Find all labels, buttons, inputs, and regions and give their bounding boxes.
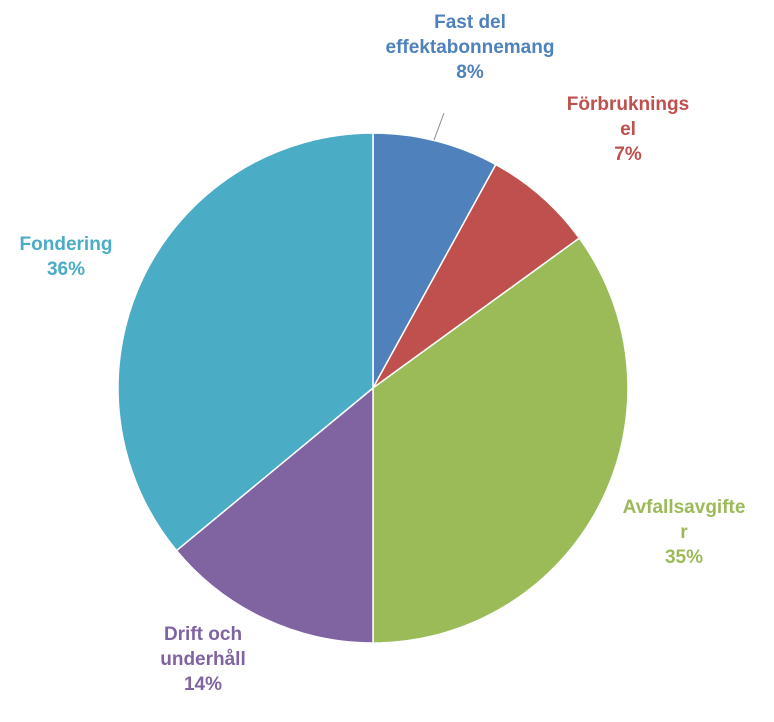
pie-slice-1: [372, 132, 497, 389]
slice-label-line: Förbruknings: [567, 94, 689, 115]
pie-slice-2: [372, 163, 581, 389]
slice-percent: 36%: [47, 259, 85, 280]
slice-label-line: underhåll: [160, 649, 246, 670]
leader-line: [433, 112, 445, 141]
pie-slice-5: [117, 132, 374, 552]
slice-label-line: Avfallsavgifte: [623, 497, 746, 518]
slice-label-1: Fast del effektabonnemang 8%: [386, 12, 555, 83]
slice-label-line: effektabonnemang: [386, 37, 555, 58]
pie-slice-4: [175, 386, 374, 644]
slice-label-line: Fondering: [20, 234, 113, 255]
slice-label-line: el: [620, 119, 636, 140]
slice-percent: 35%: [665, 547, 703, 568]
slice-label-5: Fondering 36%: [20, 234, 113, 280]
slice-label-line: Drift och: [164, 624, 242, 645]
slice-label-2: Förbruknings el 7%: [567, 94, 689, 165]
slice-percent: 7%: [614, 144, 642, 165]
slice-labels: Fast del effektabonnemang 8% Förbruknings el…: [20, 12, 746, 695]
slice-label-3: Avfallsavgifte r 35%: [623, 497, 746, 568]
slice-label-4: Drift och underhåll 14%: [160, 624, 246, 695]
slice-percent: 14%: [184, 674, 222, 695]
slice-percent: 8%: [456, 62, 484, 83]
slice-label-line: r: [680, 522, 688, 543]
leader-lines: [433, 112, 445, 141]
slice-label-line: Fast del: [434, 12, 506, 33]
pie-slice-3: [372, 237, 629, 644]
pie-slices: [117, 132, 629, 644]
